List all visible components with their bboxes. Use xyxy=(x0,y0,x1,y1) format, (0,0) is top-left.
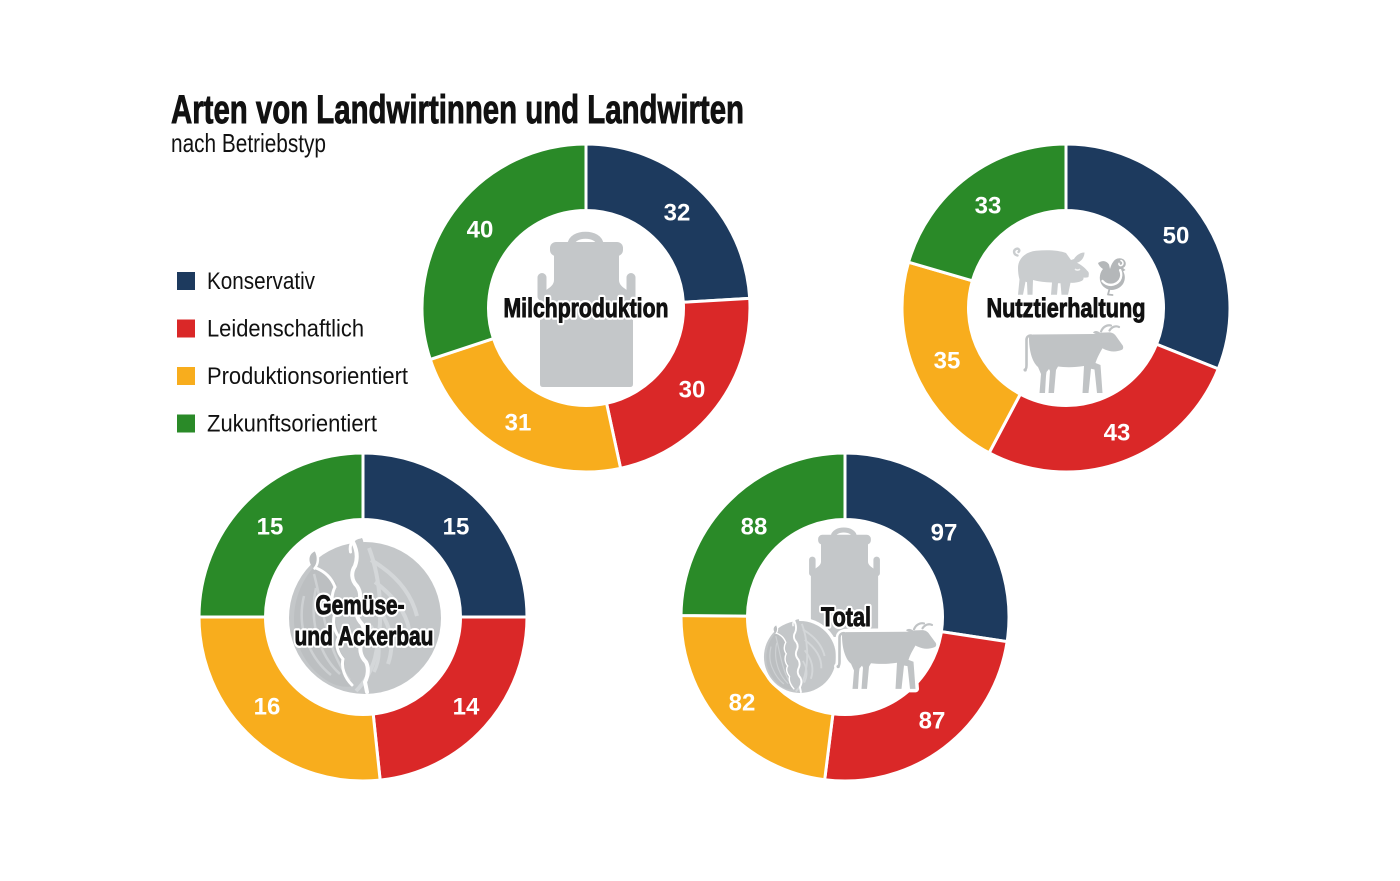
svg-text:Leidenschaftlich: Leidenschaftlich xyxy=(207,316,364,343)
svg-text:43: 43 xyxy=(1104,420,1131,447)
svg-text:15: 15 xyxy=(257,514,284,541)
svg-text:und Ackerbau: und Ackerbau xyxy=(295,621,434,651)
svg-text:33: 33 xyxy=(975,193,1002,220)
svg-text:Milchproduktion: Milchproduktion xyxy=(504,293,669,323)
svg-text:nach Betriebstyp: nach Betriebstyp xyxy=(171,128,326,158)
svg-text:32: 32 xyxy=(664,200,691,227)
svg-text:Gemüse-: Gemüse- xyxy=(316,590,405,620)
svg-text:87: 87 xyxy=(919,708,946,735)
svg-text:Nutztierhaltung: Nutztierhaltung xyxy=(987,293,1146,323)
svg-text:Konservativ: Konservativ xyxy=(207,268,315,295)
svg-text:82: 82 xyxy=(729,690,756,717)
svg-text:40: 40 xyxy=(467,217,494,244)
svg-text:Gemüse-: Gemüse- xyxy=(316,590,405,620)
svg-text:15: 15 xyxy=(443,514,470,541)
svg-text:und Ackerbau: und Ackerbau xyxy=(295,621,434,651)
svg-text:Milchproduktion: Milchproduktion xyxy=(504,293,669,323)
svg-text:50: 50 xyxy=(1163,223,1190,250)
svg-text:88: 88 xyxy=(741,514,768,541)
svg-text:Produktionsorientiert: Produktionsorientiert xyxy=(207,363,408,390)
svg-text:Total: Total xyxy=(821,602,871,632)
svg-text:14: 14 xyxy=(453,694,480,721)
svg-text:Arten von Landwirtinnen und La: Arten von Landwirtinnen und Landwirten xyxy=(171,88,744,132)
svg-text:30: 30 xyxy=(679,377,706,404)
svg-text:16: 16 xyxy=(254,694,281,721)
svg-text:31: 31 xyxy=(505,410,532,437)
svg-text:Nutztierhaltung: Nutztierhaltung xyxy=(987,293,1146,323)
svg-text:Zukunftsorientiert: Zukunftsorientiert xyxy=(207,411,377,438)
svg-text:97: 97 xyxy=(931,520,958,547)
svg-text:35: 35 xyxy=(934,348,961,375)
svg-text:Total: Total xyxy=(821,602,871,632)
